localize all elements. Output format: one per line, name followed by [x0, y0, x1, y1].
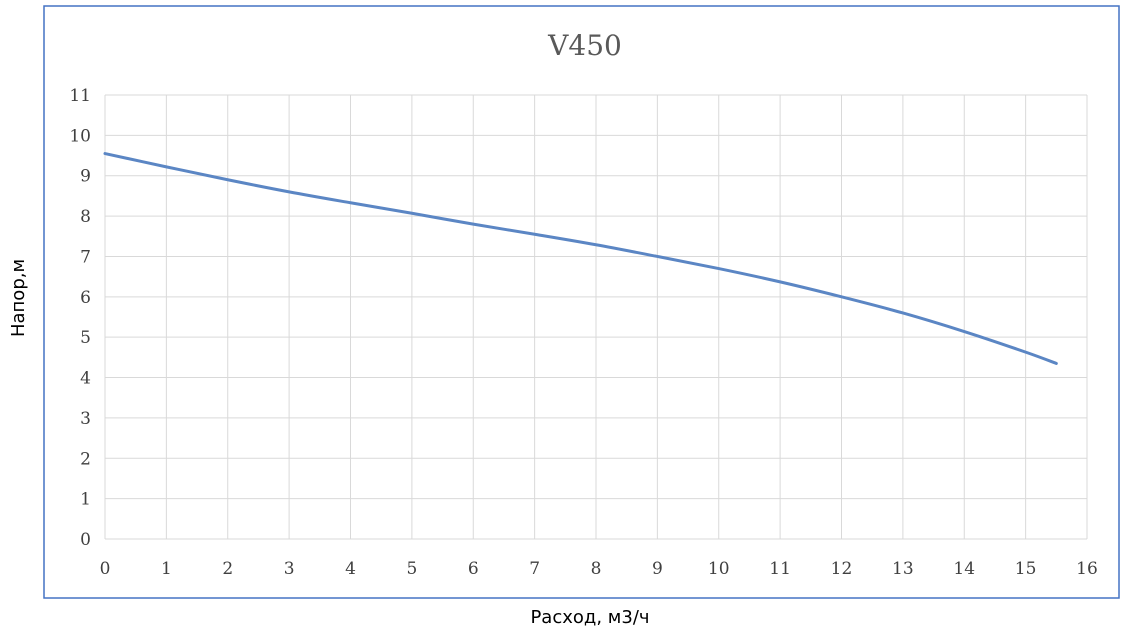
x-tick-label: 16 [1076, 559, 1098, 579]
y-tick-label: 5 [80, 328, 91, 348]
y-tick-label: 0 [80, 530, 91, 550]
x-tick-label: 14 [953, 559, 975, 579]
x-tick-label: 2 [222, 559, 233, 579]
x-tick-label: 1 [161, 559, 172, 579]
x-tick-label: 5 [406, 559, 417, 579]
y-tick-label: 8 [80, 207, 91, 227]
y-tick-label: 4 [80, 369, 91, 389]
x-tick-label: 3 [284, 559, 295, 579]
y-tick-label: 9 [80, 167, 91, 187]
x-tick-label: 11 [769, 559, 791, 579]
x-tick-label: 7 [529, 559, 540, 579]
y-tick-label: 10 [69, 126, 91, 146]
y-axis-label: Напор,м [8, 259, 29, 337]
x-tick-label: 4 [345, 559, 356, 579]
x-tick-label: 6 [468, 559, 479, 579]
series-line [103, 152, 1058, 365]
y-tick-label: 7 [80, 247, 91, 267]
chart-title: V450 [547, 29, 622, 62]
y-tick-label: 6 [80, 288, 91, 308]
x-tick-label: 9 [652, 559, 663, 579]
x-tick-label: 15 [1015, 559, 1037, 579]
y-tick-label: 2 [80, 449, 91, 469]
y-axis-ticks: 0 1 2 3 4 5 6 7 8 9 10 11 [69, 86, 91, 550]
y-tick-label: 11 [69, 86, 91, 106]
x-tick-label: 8 [591, 559, 602, 579]
x-axis-ticks: 0 1 2 3 4 5 6 7 8 9 10 11 12 13 14 15 16 [100, 559, 1098, 579]
grid [104, 94, 1088, 540]
x-tick-label: 0 [100, 559, 111, 579]
chart-frame [43, 5, 1120, 599]
y-tick-label: 3 [80, 409, 91, 429]
y-tick-label: 1 [80, 490, 91, 510]
x-tick-label: 10 [708, 559, 730, 579]
x-tick-label: 13 [892, 559, 914, 579]
x-axis-label: Расход, м3/ч [530, 607, 649, 628]
series-layer [103, 152, 1058, 365]
x-tick-label: 12 [831, 559, 853, 579]
